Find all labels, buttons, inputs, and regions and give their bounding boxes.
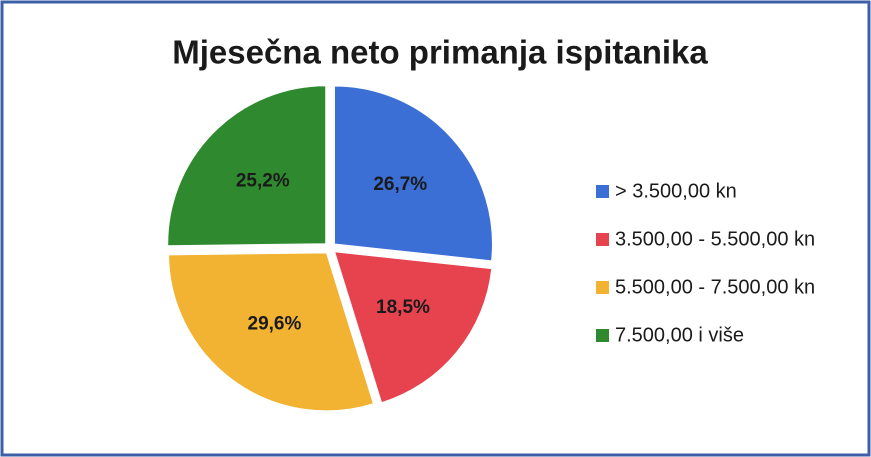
legend-label: 3.500,00 - 5.500,00 kn	[615, 228, 815, 250]
legend-swatch	[596, 233, 609, 246]
chart-title: Mjesečna neto primanja ispitanika	[172, 34, 708, 71]
legend-label: > 3.500,00 kn	[615, 180, 737, 202]
legend-swatch	[596, 185, 609, 198]
data-label: 18,5%	[376, 297, 430, 318]
legend-label: 7.500,00 i više	[615, 324, 744, 346]
pie-slice	[333, 85, 493, 262]
pie-slice	[167, 252, 375, 412]
pie-slice	[333, 251, 493, 404]
data-label: 26,7%	[373, 174, 427, 195]
legend-swatch	[596, 281, 609, 294]
legend-swatch	[596, 329, 609, 342]
pie-slice	[167, 85, 327, 247]
data-label: 25,2%	[236, 171, 290, 192]
data-label: 29,6%	[248, 313, 302, 334]
legend-label: 5.500,00 - 7.500,00 kn	[615, 276, 815, 298]
